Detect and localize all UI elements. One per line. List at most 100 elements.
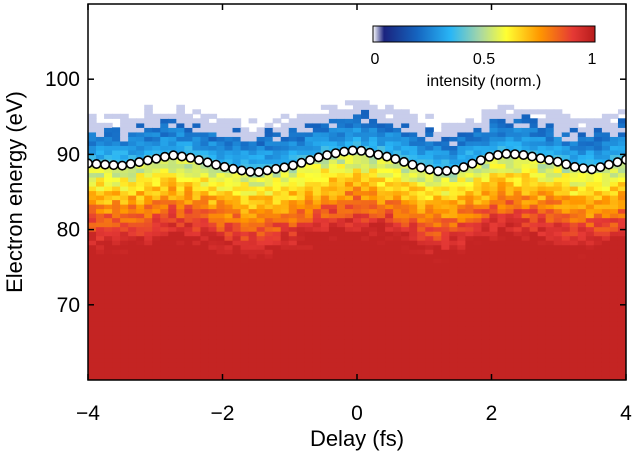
- heatmap-cell: [248, 231, 258, 237]
- heatmap-cell: [393, 204, 402, 210]
- heatmap-cell: [393, 136, 402, 142]
- heatmap-cell: [585, 321, 595, 327]
- heatmap-cell: [409, 348, 418, 354]
- heatmap-cell: [160, 145, 169, 151]
- heatmap-cell: [553, 235, 563, 241]
- heatmap-cell: [609, 325, 619, 331]
- heatmap-cell: [601, 271, 611, 277]
- heatmap-cell: [200, 190, 210, 196]
- heatmap-cell: [192, 276, 202, 282]
- heatmap-cell: [617, 271, 626, 277]
- heatmap-cell: [88, 289, 97, 295]
- heatmap-cell: [425, 307, 434, 313]
- heatmap-cell: [136, 370, 145, 377]
- heatmap-cell: [168, 307, 177, 313]
- heatmap-cell: [569, 262, 579, 268]
- heatmap-cell: [361, 217, 370, 223]
- heatmap-cell: [256, 127, 266, 133]
- heatmap-cell: [224, 149, 234, 155]
- heatmap-cell: [593, 339, 603, 345]
- heatmap-cell: [521, 348, 531, 354]
- heatmap-cell: [328, 235, 338, 241]
- heatmap-cell: [224, 158, 234, 165]
- heatmap-cell: [264, 190, 274, 196]
- heatmap-cell: [328, 231, 338, 237]
- heatmap-cell: [409, 167, 418, 174]
- heatmap-cell: [489, 136, 499, 142]
- heatmap-cell: [505, 312, 515, 318]
- heatmap-cell: [385, 208, 394, 214]
- heatmap-cell: [152, 244, 161, 250]
- heatmap-cell: [288, 267, 298, 273]
- heatmap-cell: [144, 321, 153, 327]
- heatmap-cell: [312, 244, 322, 250]
- heatmap-cell: [553, 222, 563, 228]
- heatmap-cell: [192, 348, 202, 354]
- heatmap-cell: [361, 140, 370, 146]
- heatmap-cell: [385, 185, 394, 192]
- heatmap-cell: [449, 258, 458, 264]
- heatmap-cell: [617, 136, 626, 142]
- heatmap-cell: [569, 289, 579, 295]
- heatmap-cell: [441, 204, 450, 210]
- heatmap-cell: [601, 176, 611, 183]
- heatmap-cell: [120, 357, 129, 363]
- heatmap-cell: [232, 267, 242, 273]
- heatmap-cell: [296, 172, 306, 178]
- heatmap-cell: [152, 303, 161, 309]
- heatmap-cell: [489, 334, 499, 340]
- heatmap-cell: [545, 235, 555, 241]
- heatmap-cell: [336, 357, 346, 363]
- heatmap-cell: [609, 222, 619, 228]
- heatmap-cell: [128, 217, 137, 223]
- heatmap-cell: [264, 330, 274, 336]
- heatmap-cell: [160, 122, 169, 128]
- heatmap-cell: [304, 208, 314, 214]
- heatmap-cell: [513, 145, 523, 151]
- heatmap-cell: [152, 262, 161, 268]
- heatmap-cell: [473, 176, 483, 183]
- heatmap-cell: [529, 298, 539, 304]
- heatmap-cell: [184, 226, 193, 232]
- heatmap-cell: [585, 352, 595, 359]
- heatmap-cell: [120, 271, 129, 277]
- heatmap-cell: [417, 249, 426, 255]
- heatmap-cell: [521, 235, 531, 241]
- heatmap-cell: [361, 375, 370, 380]
- heatmap-cell: [112, 113, 121, 119]
- heatmap-cell: [361, 172, 370, 178]
- heatmap-cell: [88, 190, 97, 196]
- heatmap-cell: [577, 213, 587, 219]
- heatmap-cell: [465, 213, 475, 219]
- heatmap-cell: [128, 122, 137, 128]
- heatmap-cell: [232, 370, 242, 377]
- heatmap-cell: [248, 307, 258, 313]
- heatmap-cell: [288, 127, 298, 133]
- heatmap-cell: [401, 231, 410, 237]
- heatmap-cell: [585, 199, 595, 205]
- heatmap-cell: [200, 140, 210, 146]
- heatmap-cell: [232, 262, 242, 268]
- heatmap-cell: [352, 185, 362, 192]
- heatmap-cell: [393, 357, 402, 363]
- heatmap-cell: [561, 167, 571, 174]
- heatmap-cell: [521, 195, 531, 201]
- heatmap-cell: [152, 339, 161, 345]
- heatmap-cell: [336, 131, 346, 137]
- heatmap-cell: [344, 118, 354, 124]
- heatmap-cell: [449, 213, 458, 219]
- heatmap-cell: [385, 348, 394, 354]
- heatmap-cell: [473, 325, 483, 331]
- heatmap-cell: [377, 366, 386, 372]
- heatmap-cell: [489, 343, 499, 350]
- heatmap-cell: [296, 240, 306, 246]
- heatmap-cell: [369, 280, 378, 286]
- heatmap-cell: [280, 122, 290, 128]
- heatmap-cell: [280, 276, 290, 282]
- heatmap-cell: [168, 195, 177, 201]
- heatmap-cell: [320, 262, 330, 268]
- heatmap-cell: [176, 289, 185, 295]
- heatmap-cell: [585, 217, 595, 223]
- heatmap-cell: [120, 258, 129, 264]
- heatmap-cell: [200, 370, 210, 377]
